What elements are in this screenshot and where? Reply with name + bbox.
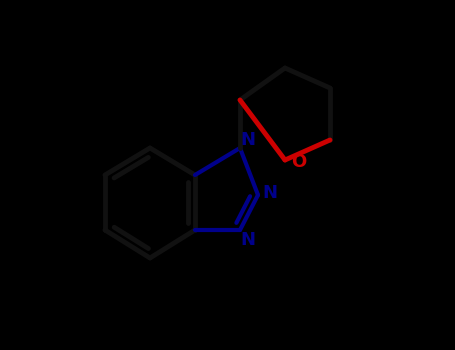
Text: N: N — [241, 131, 256, 149]
Text: N: N — [241, 231, 256, 249]
Text: O: O — [291, 153, 307, 171]
Text: N: N — [263, 184, 278, 202]
